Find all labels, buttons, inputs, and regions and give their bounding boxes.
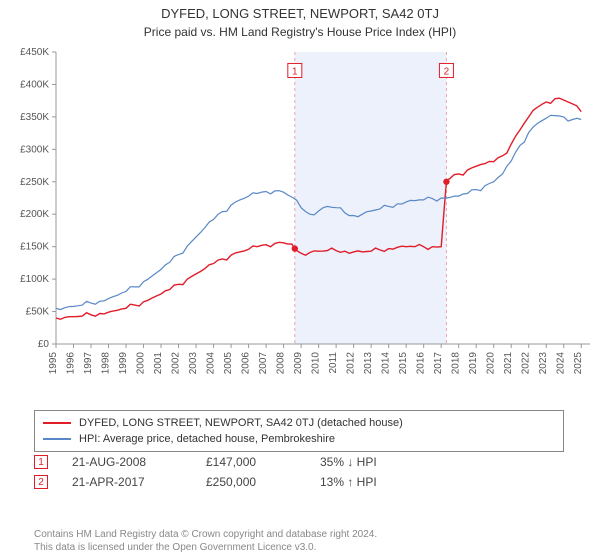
svg-text:£350K: £350K bbox=[20, 112, 49, 123]
svg-text:2023: 2023 bbox=[538, 352, 549, 375]
svg-text:2022: 2022 bbox=[521, 352, 532, 375]
svg-text:£200K: £200K bbox=[20, 209, 49, 220]
svg-text:2003: 2003 bbox=[188, 352, 199, 375]
sale-delta: 13% ↑ HPI bbox=[320, 475, 430, 489]
svg-text:1998: 1998 bbox=[101, 352, 112, 375]
svg-text:£450K: £450K bbox=[20, 47, 49, 58]
svg-text:2004: 2004 bbox=[206, 352, 217, 375]
sales-table: 1 21-AUG-2008 £147,000 35% ↓ HPI 2 21-APR-201… bbox=[34, 452, 564, 492]
svg-text:2007: 2007 bbox=[258, 352, 269, 375]
svg-text:1997: 1997 bbox=[83, 352, 94, 375]
svg-text:2017: 2017 bbox=[433, 352, 444, 375]
svg-text:2000: 2000 bbox=[136, 352, 147, 375]
svg-text:2002: 2002 bbox=[171, 352, 182, 375]
sale-marker-box: 1 bbox=[34, 455, 48, 469]
svg-text:£0: £0 bbox=[38, 339, 50, 350]
svg-text:2018: 2018 bbox=[451, 352, 462, 375]
sale-price: £147,000 bbox=[206, 455, 296, 469]
svg-text:1995: 1995 bbox=[48, 352, 59, 375]
footer-line-2: This data is licensed under the Open Gov… bbox=[34, 541, 564, 554]
svg-text:2010: 2010 bbox=[311, 352, 322, 375]
svg-text:1: 1 bbox=[292, 66, 298, 77]
chart-subtitle: Price paid vs. HM Land Registry's House … bbox=[0, 21, 600, 45]
legend-swatch bbox=[43, 422, 71, 424]
sale-price: £250,000 bbox=[206, 475, 296, 489]
svg-text:2009: 2009 bbox=[293, 352, 304, 375]
legend-label: DYFED, LONG STREET, NEWPORT, SA42 0TJ (d… bbox=[79, 415, 403, 431]
svg-text:2014: 2014 bbox=[381, 352, 392, 375]
svg-text:£400K: £400K bbox=[20, 79, 49, 90]
svg-text:£300K: £300K bbox=[20, 144, 49, 155]
svg-text:£250K: £250K bbox=[20, 177, 49, 188]
chart-title: DYFED, LONG STREET, NEWPORT, SA42 0TJ bbox=[0, 0, 600, 21]
svg-text:£150K: £150K bbox=[20, 242, 49, 253]
sale-row: 1 21-AUG-2008 £147,000 35% ↓ HPI bbox=[34, 452, 564, 472]
svg-text:2011: 2011 bbox=[328, 352, 339, 374]
svg-text:2008: 2008 bbox=[276, 352, 287, 375]
svg-text:2020: 2020 bbox=[486, 352, 497, 375]
sale-marker-box: 2 bbox=[34, 475, 48, 489]
svg-text:2: 2 bbox=[444, 66, 450, 77]
svg-text:2006: 2006 bbox=[241, 352, 252, 375]
svg-text:1996: 1996 bbox=[66, 352, 77, 375]
legend-swatch bbox=[43, 438, 71, 440]
footer-line-1: Contains HM Land Registry data © Crown c… bbox=[34, 528, 564, 541]
sale-row: 2 21-APR-2017 £250,000 13% ↑ HPI bbox=[34, 472, 564, 492]
svg-text:2024: 2024 bbox=[556, 352, 567, 375]
svg-text:2013: 2013 bbox=[363, 352, 374, 375]
svg-text:2025: 2025 bbox=[573, 352, 584, 375]
svg-text:2019: 2019 bbox=[468, 352, 479, 375]
chart-plot-area: £0 £50K £100K £150K £200K £250K £300K £350K £400… bbox=[0, 44, 600, 404]
legend: DYFED, LONG STREET, NEWPORT, SA42 0TJ (d… bbox=[34, 410, 564, 452]
footer-attribution: Contains HM Land Registry data © Crown c… bbox=[34, 528, 564, 554]
sale-date: 21-APR-2017 bbox=[72, 475, 182, 489]
svg-text:£100K: £100K bbox=[20, 274, 49, 285]
legend-row: DYFED, LONG STREET, NEWPORT, SA42 0TJ (d… bbox=[43, 415, 555, 431]
sale-delta: 35% ↓ HPI bbox=[320, 455, 430, 469]
svg-text:2016: 2016 bbox=[416, 352, 427, 375]
svg-text:1999: 1999 bbox=[118, 352, 129, 375]
sale-date: 21-AUG-2008 bbox=[72, 455, 182, 469]
svg-text:2001: 2001 bbox=[153, 352, 164, 375]
svg-text:2015: 2015 bbox=[398, 352, 409, 375]
chart-svg: £0 £50K £100K £150K £200K £250K £300K £350K £400… bbox=[0, 44, 600, 404]
svg-text:2012: 2012 bbox=[346, 352, 357, 375]
svg-text:2005: 2005 bbox=[223, 352, 234, 375]
svg-text:£50K: £50K bbox=[26, 307, 50, 318]
chart-container: DYFED, LONG STREET, NEWPORT, SA42 0TJ Pr… bbox=[0, 0, 600, 560]
legend-row: HPI: Average price, detached house, Pemb… bbox=[43, 431, 555, 447]
svg-text:2021: 2021 bbox=[503, 352, 514, 375]
legend-label: HPI: Average price, detached house, Pemb… bbox=[79, 431, 335, 447]
